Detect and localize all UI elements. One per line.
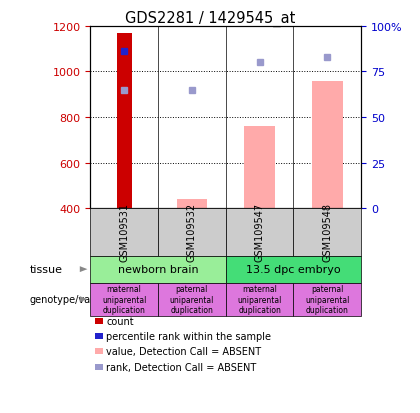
Text: genotype/variation: genotype/variation (29, 294, 122, 304)
Text: rank, Detection Call = ABSENT: rank, Detection Call = ABSENT (106, 362, 257, 372)
Text: percentile rank within the sample: percentile rank within the sample (106, 331, 271, 341)
Text: paternal
uniparental
duplication: paternal uniparental duplication (305, 285, 349, 314)
Bar (177, 199, 207, 209)
Text: count: count (106, 316, 134, 326)
Text: maternal
uniparental
duplication: maternal uniparental duplication (237, 285, 282, 314)
Bar (244, 127, 275, 209)
Bar (117, 33, 131, 209)
Text: 13.5 dpc embryo: 13.5 dpc embryo (246, 264, 341, 275)
Text: maternal
uniparental
duplication: maternal uniparental duplication (102, 285, 146, 314)
Text: GSM109547: GSM109547 (255, 203, 265, 262)
Text: newborn brain: newborn brain (118, 264, 198, 275)
Text: GSM109532: GSM109532 (187, 203, 197, 262)
Text: GSM109531: GSM109531 (119, 203, 129, 262)
Text: value, Detection Call = ABSENT: value, Detection Call = ABSENT (106, 347, 261, 356)
Text: tissue: tissue (29, 264, 63, 275)
Bar (312, 81, 343, 209)
Text: GDS2281 / 1429545_at: GDS2281 / 1429545_at (125, 10, 295, 26)
Text: GSM109548: GSM109548 (322, 203, 332, 262)
Text: paternal
uniparental
duplication: paternal uniparental duplication (170, 285, 214, 314)
